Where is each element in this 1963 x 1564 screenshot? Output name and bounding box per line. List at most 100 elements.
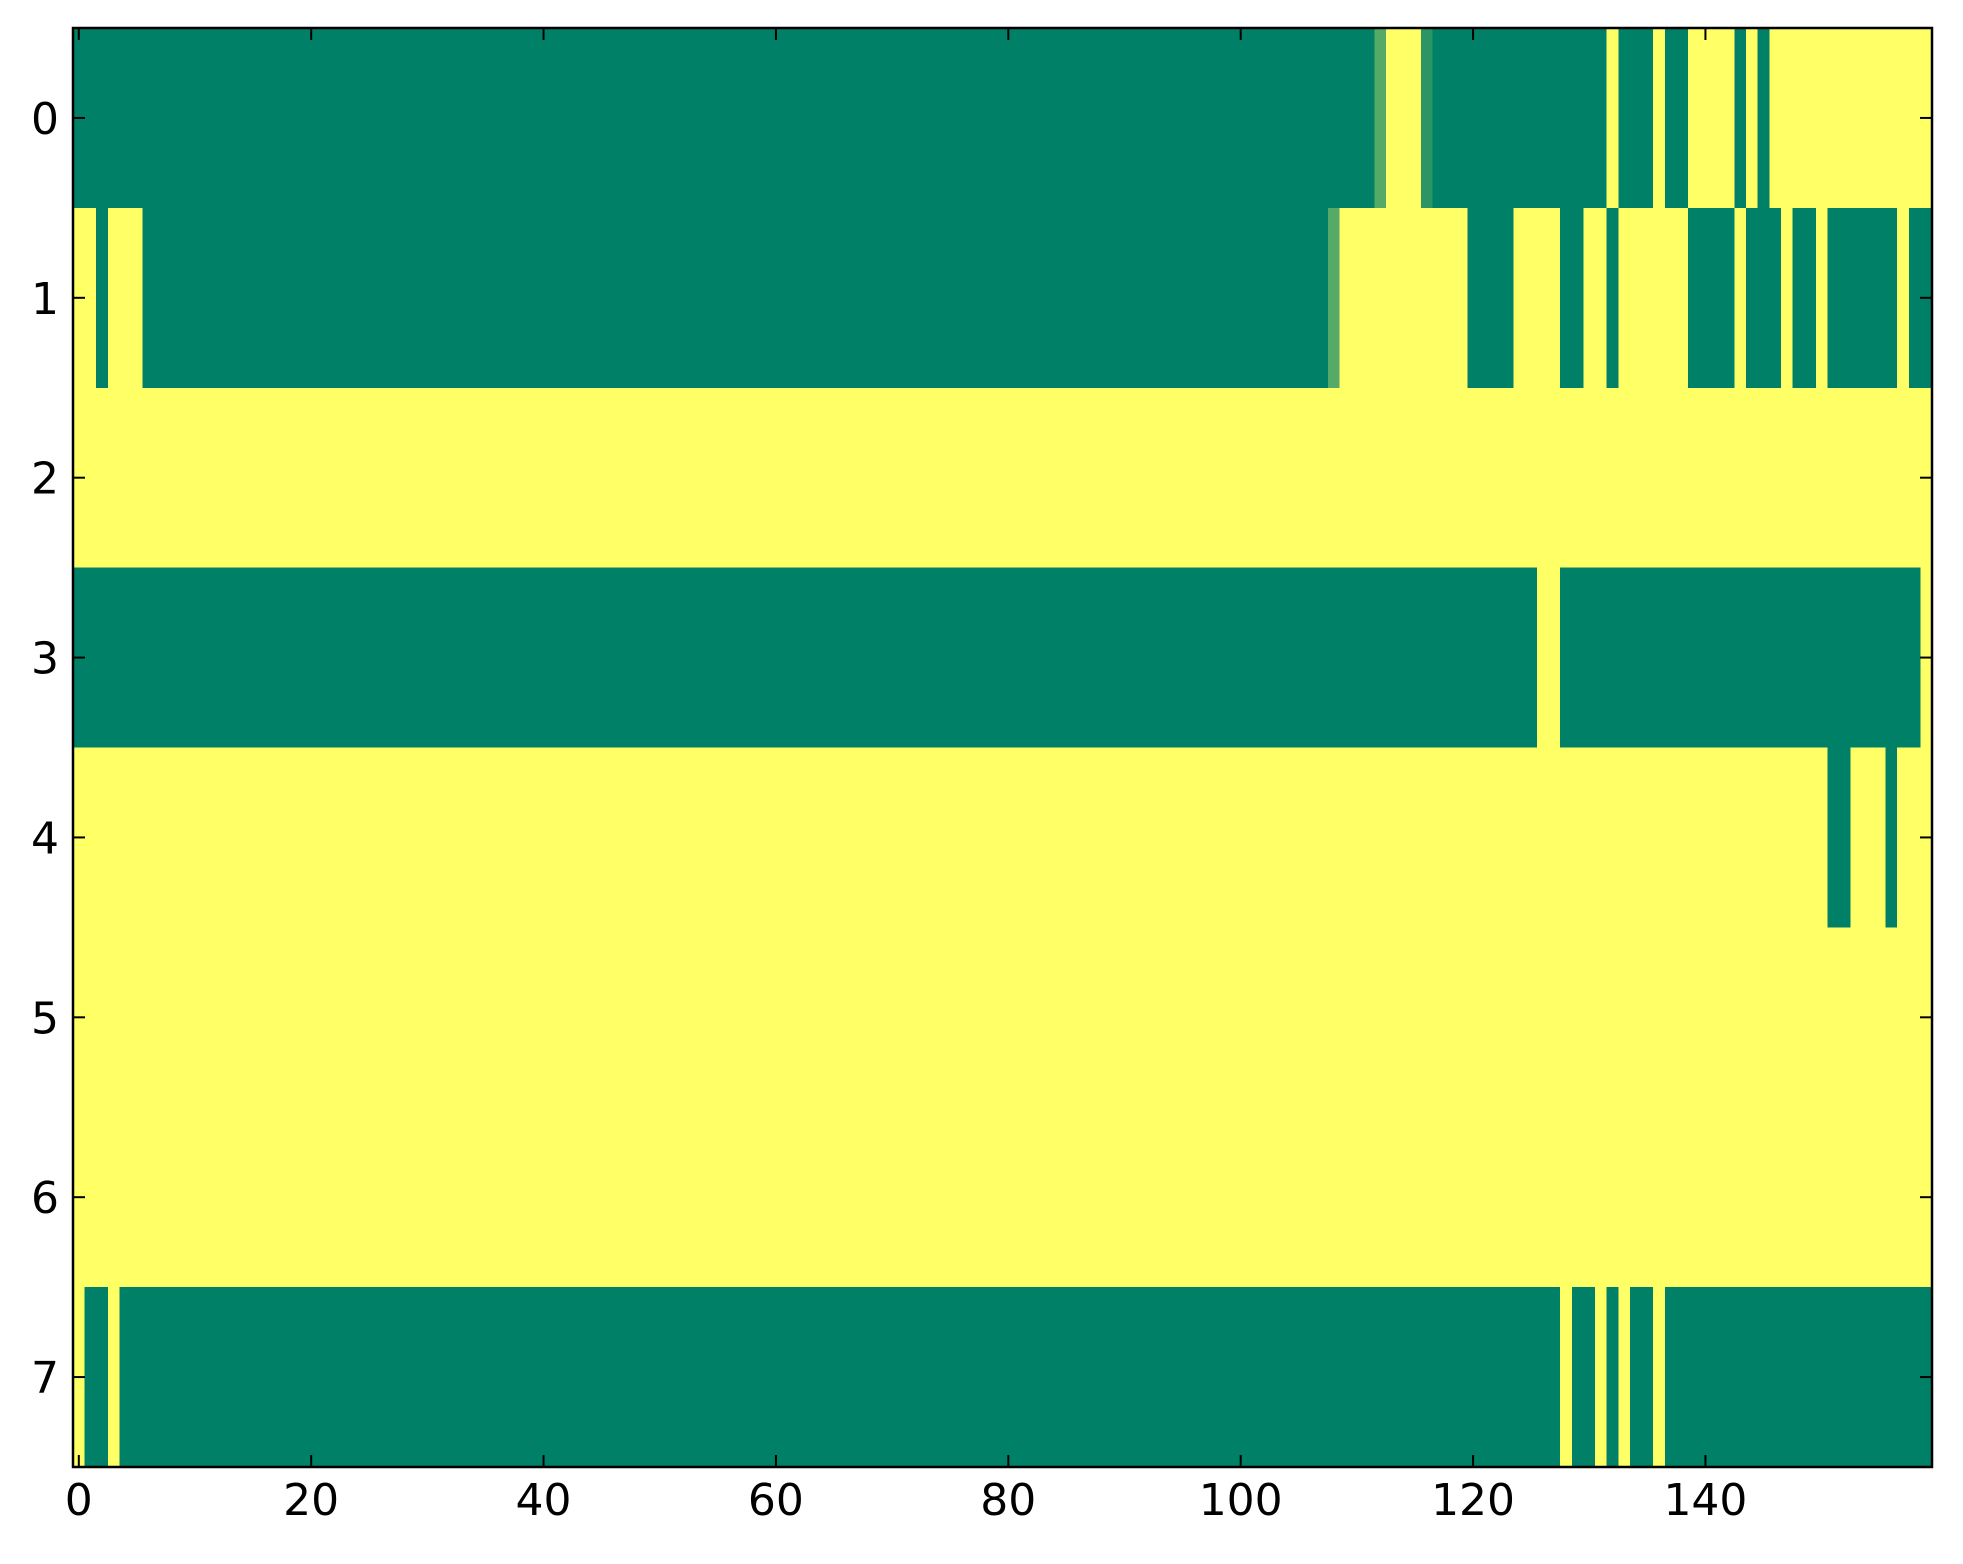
heatmap-cell — [235, 927, 248, 1108]
heatmap-cell — [1688, 567, 1701, 749]
heatmap-cell — [1455, 747, 1468, 928]
heatmap-cell — [1792, 387, 1805, 569]
heatmap-cell — [282, 207, 295, 389]
heatmap-cell — [1548, 387, 1561, 569]
heatmap-cell — [1827, 747, 1840, 928]
heatmap-cell — [386, 387, 399, 569]
heatmap-cell — [293, 567, 306, 749]
heatmap-cell — [1571, 207, 1585, 389]
heatmap-cell — [607, 28, 620, 209]
heatmap-cell — [874, 927, 887, 1108]
heatmap-cell — [1037, 567, 1050, 749]
heatmap-cell — [1571, 927, 1585, 1108]
heatmap-cell — [96, 28, 109, 209]
heatmap-cell — [1908, 28, 1921, 209]
heatmap-cell — [1025, 28, 1038, 209]
heatmap-cell — [1467, 1287, 1480, 1468]
heatmap-cell — [282, 747, 295, 928]
heatmap-cell — [189, 387, 202, 569]
heatmap-cell — [363, 1287, 376, 1468]
heatmap-cell — [456, 567, 469, 749]
heatmap-cell — [1176, 567, 1189, 749]
heatmap-cell — [630, 567, 643, 749]
heatmap-cell — [409, 28, 423, 209]
heatmap-cell — [967, 28, 980, 209]
heatmap-cell — [1014, 207, 1027, 389]
heatmap-cell — [1409, 387, 1422, 569]
heatmap-cell — [1897, 207, 1910, 389]
heatmap-cell — [1083, 1107, 1097, 1288]
heatmap-cell — [967, 207, 980, 389]
heatmap-cell — [967, 927, 980, 1108]
heatmap-cell — [1025, 1107, 1038, 1288]
heatmap-cell — [1548, 207, 1561, 389]
heatmap-cell — [1839, 28, 1852, 209]
heatmap-cell — [328, 1107, 341, 1288]
heatmap-cell — [1699, 567, 1712, 749]
heatmap-cell — [479, 1287, 492, 1468]
heatmap-cell — [1048, 28, 1062, 209]
heatmap-cell — [1873, 28, 1887, 209]
heatmap-cell — [619, 387, 632, 569]
heatmap-cell — [1432, 747, 1445, 928]
heatmap-cell — [1513, 747, 1526, 928]
heatmap-cell — [1165, 28, 1178, 209]
heatmap-cell — [514, 747, 527, 928]
heatmap-cell — [1536, 28, 1550, 209]
heatmap-cell — [1502, 747, 1515, 928]
heatmap-cell — [1211, 28, 1224, 209]
heatmap-cell — [212, 747, 225, 928]
heatmap-cell — [189, 567, 202, 749]
heatmap-cell — [1176, 207, 1189, 389]
heatmap-cell — [84, 927, 97, 1108]
heatmap-cell — [897, 28, 911, 209]
heatmap-cell — [851, 927, 864, 1108]
heatmap-cell — [1606, 207, 1619, 389]
heatmap-cell — [433, 207, 446, 389]
heatmap-cell — [1885, 927, 1898, 1108]
heatmap-cell — [746, 567, 760, 749]
heatmap-cell — [735, 28, 748, 209]
heatmap-cell — [1141, 1107, 1155, 1288]
heatmap-cell — [1897, 747, 1910, 928]
heatmap-cell — [1629, 567, 1643, 749]
heatmap-cell — [793, 28, 806, 209]
heatmap-cell — [96, 1107, 109, 1288]
heatmap-cell — [1688, 1287, 1701, 1468]
heatmap-cell — [1711, 1287, 1724, 1468]
heatmap-cell — [1676, 387, 1689, 569]
heatmap-cell — [1676, 1287, 1689, 1468]
heatmap-cell — [270, 1287, 283, 1468]
heatmap-cell — [212, 1287, 225, 1468]
heatmap-cell — [1769, 1287, 1782, 1468]
heatmap-cell — [212, 567, 225, 749]
heatmap-cell — [479, 567, 492, 749]
heatmap-cell — [1513, 28, 1526, 209]
heatmap-cell — [1014, 747, 1027, 928]
heatmap-cell — [1595, 1287, 1608, 1468]
heatmap-cell — [1595, 567, 1608, 749]
heatmap-cell — [1548, 747, 1561, 928]
heatmap-cell — [1583, 747, 1596, 928]
heatmap-cell — [1688, 1107, 1701, 1288]
heatmap-cell — [1560, 1287, 1573, 1468]
heatmap-cell — [1397, 207, 1410, 389]
heatmap-cell — [1397, 747, 1410, 928]
heatmap-cell — [468, 1287, 481, 1468]
heatmap-cell — [1281, 387, 1294, 569]
heatmap-cell — [1292, 747, 1306, 928]
heatmap-cell — [119, 927, 132, 1108]
heatmap-cell — [700, 207, 713, 389]
heatmap-cell — [746, 28, 760, 209]
heatmap-cell — [282, 1287, 295, 1468]
heatmap-cell — [560, 1107, 574, 1288]
heatmap-cell — [1746, 1287, 1759, 1468]
heatmap-cell — [537, 567, 550, 749]
x-tick-label: 40 — [516, 1475, 572, 1526]
heatmap-cell — [1060, 747, 1073, 928]
heatmap-cell — [642, 927, 655, 1108]
heatmap-cell — [456, 1107, 469, 1288]
heatmap-cell — [119, 1107, 132, 1288]
heatmap-cell — [165, 207, 179, 389]
heatmap-cell — [1722, 1287, 1736, 1468]
